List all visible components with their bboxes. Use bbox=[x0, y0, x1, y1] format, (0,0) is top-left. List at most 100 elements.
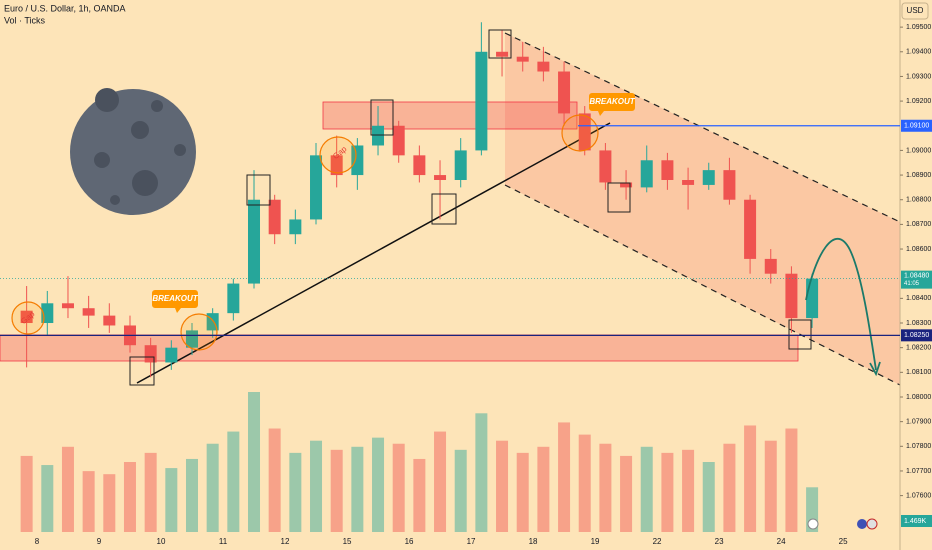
icon[interactable] bbox=[857, 519, 867, 529]
breakout-badge bbox=[152, 290, 198, 313]
candle-body bbox=[20, 310, 33, 324]
volume-bar bbox=[723, 443, 736, 532]
candle-body bbox=[599, 150, 612, 183]
resistance-zone bbox=[322, 101, 578, 130]
candle-body bbox=[165, 347, 178, 363]
icon[interactable] bbox=[807, 518, 819, 530]
x-tick-label: 11 bbox=[219, 537, 228, 546]
projection-arrow bbox=[869, 361, 881, 377]
candle-body bbox=[227, 283, 240, 314]
x-tick-label: 17 bbox=[467, 537, 476, 546]
volume-bar bbox=[496, 440, 509, 532]
candle-body bbox=[640, 160, 653, 188]
volume-bar bbox=[744, 425, 757, 532]
box bbox=[431, 193, 457, 225]
candle-body bbox=[103, 315, 116, 326]
volume-bar bbox=[227, 431, 240, 532]
volume-bar bbox=[61, 446, 74, 532]
drawings bbox=[0, 32, 901, 386]
channel-bottom bbox=[504, 184, 901, 386]
volume-bar bbox=[20, 455, 33, 532]
projection-curve bbox=[805, 237, 877, 371]
candle-body bbox=[558, 71, 571, 114]
indicator-name: Vol · Ticks bbox=[4, 15, 46, 25]
x-tick-label: 8 bbox=[35, 537, 40, 546]
y-tick-label: 1.09000 bbox=[906, 147, 931, 154]
candle-body bbox=[806, 278, 819, 319]
x-tick-label: 22 bbox=[653, 537, 662, 546]
box bbox=[488, 29, 512, 59]
volume-bar bbox=[206, 443, 219, 532]
candle-body bbox=[537, 61, 550, 72]
volume-bar bbox=[661, 452, 674, 532]
x-tick-label: 16 bbox=[405, 537, 414, 546]
volume-bar bbox=[475, 413, 488, 532]
y-tick-label: 1.08400 bbox=[906, 295, 931, 302]
candle-body bbox=[82, 308, 95, 316]
level-label: 1.08250 bbox=[904, 332, 929, 339]
volume-bar bbox=[558, 422, 571, 532]
circle bbox=[11, 301, 45, 335]
volume-bar bbox=[702, 462, 715, 532]
volume-bar bbox=[537, 446, 550, 532]
candle-body bbox=[516, 56, 529, 62]
volume-label: 1.469K bbox=[904, 518, 927, 525]
current-price-label: 1.08480 bbox=[904, 272, 929, 279]
box bbox=[607, 182, 631, 213]
volume-bar bbox=[682, 449, 695, 532]
level-label: 1.09100 bbox=[904, 123, 929, 130]
volume-bar bbox=[516, 452, 529, 532]
moon bbox=[70, 88, 196, 215]
volume-bar bbox=[351, 446, 364, 532]
icon[interactable] bbox=[866, 518, 878, 530]
y-tick-label: 1.09200 bbox=[906, 98, 931, 105]
candle-body bbox=[392, 125, 405, 156]
highlights bbox=[11, 29, 881, 386]
volume-bar bbox=[330, 449, 343, 532]
y-tick-label: 1.07700 bbox=[906, 468, 931, 475]
y-tick-label: 1.09300 bbox=[906, 73, 931, 80]
candle-body bbox=[413, 155, 426, 176]
volume-bar bbox=[454, 449, 467, 532]
candle-body bbox=[620, 182, 633, 188]
x-tick-label: 10 bbox=[157, 537, 166, 546]
box bbox=[129, 356, 155, 386]
volume-bar bbox=[185, 458, 198, 532]
box bbox=[246, 174, 271, 206]
candle-body bbox=[496, 51, 509, 57]
x-tick-label: 23 bbox=[715, 537, 724, 546]
currency-box[interactable] bbox=[901, 2, 929, 20]
candle-body bbox=[744, 199, 757, 259]
x-tick-label: 9 bbox=[97, 537, 102, 546]
volume-bar bbox=[144, 452, 157, 532]
y-tick-label: 1.08200 bbox=[906, 345, 931, 352]
circle bbox=[319, 136, 357, 174]
y-tick-label: 1.08000 bbox=[906, 394, 931, 401]
y-tick-label: 1.08600 bbox=[906, 246, 931, 253]
current-price-badge bbox=[901, 270, 932, 289]
volume-bar bbox=[640, 446, 653, 532]
volume-bar bbox=[165, 468, 178, 532]
channel-fill bbox=[505, 33, 900, 385]
countdown: 41:05 bbox=[904, 281, 920, 287]
candle-body bbox=[351, 145, 364, 176]
candle-body bbox=[268, 199, 281, 235]
level-badge bbox=[901, 329, 932, 342]
candles bbox=[20, 22, 819, 532]
x-tick-label: 25 bbox=[839, 537, 848, 546]
candle-body bbox=[682, 180, 695, 185]
x-tick-label: 18 bbox=[529, 537, 538, 546]
candle-body bbox=[454, 150, 467, 180]
volume-bar bbox=[248, 392, 261, 532]
candle-body bbox=[578, 113, 591, 151]
y-tick-label: 1.09400 bbox=[906, 49, 931, 56]
volume-bar bbox=[578, 434, 591, 532]
candle-body bbox=[785, 273, 798, 319]
box bbox=[370, 99, 394, 136]
x-tick-label: 24 bbox=[777, 537, 786, 546]
volume-bar bbox=[310, 440, 323, 532]
y-tick-label: 1.07600 bbox=[906, 492, 931, 499]
y-tick-label: 1.08700 bbox=[906, 221, 931, 228]
candle-body bbox=[61, 303, 74, 309]
